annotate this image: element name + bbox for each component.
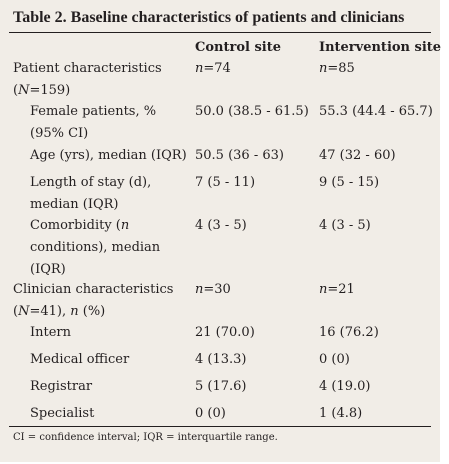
cell-control-row-1: n=74 <box>195 61 231 76</box>
cell-control-row-2: 50.0 (38.5 - 61.5) <box>195 104 309 119</box>
cell-intervention-row-9: 4 (19.0) <box>319 379 371 394</box>
table-title: Table 2. Baseline characteristics of pat… <box>13 9 405 26</box>
cell-control-row-10: 0 (0) <box>195 406 226 421</box>
cell-intervention-row-4: 9 (5 - 15) <box>319 175 380 190</box>
cell-label-row-6: Clinician characteristics (N=41), n (%) <box>13 282 174 319</box>
cell-intervention-row-1: n=85 <box>319 61 355 76</box>
column-header-intervention: Intervention site <box>319 40 442 55</box>
cell-label-row-8: Medical officer <box>30 352 130 367</box>
cell-label-row-9: Registrar <box>30 379 93 394</box>
cell-label-row-2: Female patients, % (95% CI) <box>30 104 157 141</box>
cell-intervention-row-8: 0 (0) <box>319 352 350 367</box>
cell-control-row-9: 5 (17.6) <box>195 379 247 394</box>
cell-label-row-1: Patient characteristics (N=159) <box>13 61 162 98</box>
cell-intervention-row-7: 16 (76.2) <box>319 325 379 340</box>
cell-control-row-7: 21 (70.0) <box>195 325 255 340</box>
cell-control-row-4: 7 (5 - 11) <box>195 175 256 190</box>
top-rule <box>9 32 431 33</box>
cell-label-row-4: Length of stay (d), median (IQR) <box>30 175 152 212</box>
cell-intervention-row-6: n=21 <box>319 282 355 297</box>
bottom-rule <box>9 426 431 427</box>
cell-control-row-3: 50.5 (36 - 63) <box>195 148 284 163</box>
cell-control-row-8: 4 (13.3) <box>195 352 247 367</box>
cell-intervention-row-5: 4 (3 - 5) <box>319 218 371 233</box>
cell-label-row-3: Age (yrs), median (IQR) <box>30 148 187 163</box>
cell-label-row-10: Specialist <box>30 406 95 421</box>
column-header-control: Control site <box>195 40 281 55</box>
cell-control-row-5: 4 (3 - 5) <box>195 218 247 233</box>
cell-intervention-row-3: 47 (32 - 60) <box>319 148 396 163</box>
table-footnote: CI = confidence interval; IQR = interqua… <box>13 432 278 443</box>
cell-label-row-5: Comorbidity (n conditions), median (IQR) <box>30 218 161 277</box>
cell-intervention-row-10: 1 (4.8) <box>319 406 363 421</box>
cell-intervention-row-2: 55.3 (44.4 - 65.7) <box>319 104 433 119</box>
cell-label-row-7: Intern <box>30 325 72 340</box>
cell-control-row-6: n=30 <box>195 282 231 297</box>
